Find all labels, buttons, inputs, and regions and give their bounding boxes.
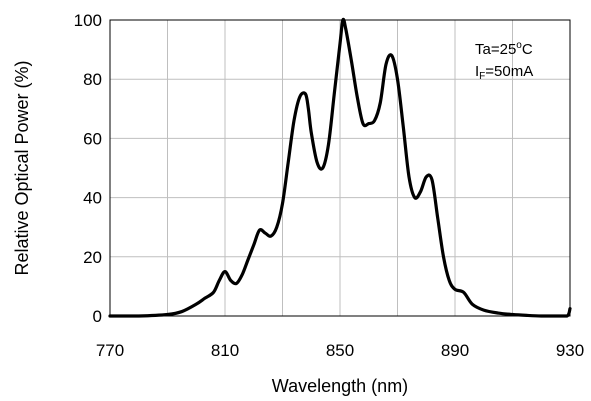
x-tick-label: 850 (326, 341, 354, 360)
annotation-i-text: I (475, 63, 479, 80)
y-tick-label: 40 (83, 189, 102, 208)
y-tick-label: 20 (83, 248, 102, 267)
annotation-current-value: =50mA (485, 63, 533, 80)
x-axis-title: Wavelength (nm) (272, 376, 408, 396)
annotation-degree-sup: o (516, 40, 522, 51)
annotation-celsius-unit: C (522, 41, 533, 58)
x-tick-label: 810 (211, 341, 239, 360)
grid (109, 19, 571, 317)
x-tick-label: 770 (96, 341, 124, 360)
annotation-temperature: Ta=25oC (475, 40, 533, 58)
y-tick-label: 100 (74, 11, 102, 30)
conditions-annotation: Ta=25oC IF=50mA (475, 40, 533, 82)
annotation-current: IF=50mA (475, 63, 533, 82)
tick-labels: 0 20 40 60 80 100 770 810 850 890 930 (74, 11, 585, 360)
x-tick-label: 930 (556, 341, 584, 360)
plot-frame (109, 19, 571, 317)
annotation-f-sub: F (479, 71, 485, 82)
y-tick-label: 0 (93, 307, 102, 326)
y-tick-label: 60 (83, 129, 102, 148)
annotation-ta-text: Ta=25 (475, 41, 516, 58)
y-tick-label: 80 (83, 70, 102, 89)
y-axis-title: Relative Optical Power (%) (12, 60, 32, 275)
x-tick-label: 890 (441, 341, 469, 360)
